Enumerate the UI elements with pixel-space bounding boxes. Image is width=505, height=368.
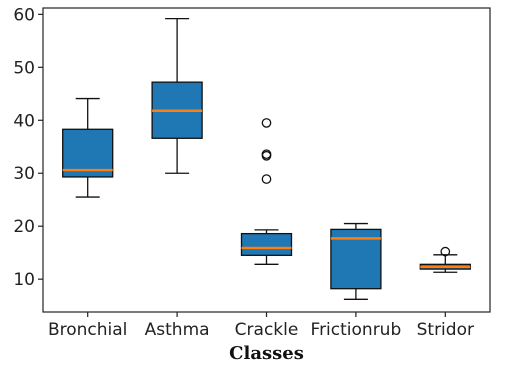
- iqr-box: [240, 232, 293, 256]
- y-tick-label: 60: [13, 5, 35, 25]
- outlier-point: [261, 149, 272, 160]
- y-tick-label: 50: [13, 58, 35, 78]
- x-tick-label: Bronchial: [48, 320, 127, 340]
- y-tick-label: 30: [13, 164, 35, 184]
- outlier-point: [261, 118, 272, 128]
- box-group-crackle: [240, 118, 293, 265]
- box-group-asthma: [151, 17, 203, 174]
- box-group-stridor: [419, 246, 471, 273]
- x-tick-label: Stridor: [417, 320, 474, 340]
- x-tick-label: Crackle: [235, 320, 299, 340]
- y-tick-label: 10: [13, 270, 35, 290]
- outlier-point: [261, 174, 272, 184]
- box-group-bronchial: [62, 97, 114, 198]
- x-axis: Bronchial Asthma Crackle Frictionrub Stridor: [48, 312, 474, 340]
- x-axis-label: Classes: [229, 343, 304, 364]
- y-axis: 10 20 30 40 50 60: [13, 5, 43, 290]
- x-tick-label: Frictionrub: [311, 320, 402, 340]
- boxes-layer: [62, 17, 471, 300]
- x-tick-label: Asthma: [145, 320, 210, 340]
- y-tick-label: 40: [13, 111, 35, 131]
- outlier-point: [440, 246, 451, 257]
- y-tick-label: 20: [13, 217, 35, 237]
- box-group-frictionrub: [330, 222, 382, 300]
